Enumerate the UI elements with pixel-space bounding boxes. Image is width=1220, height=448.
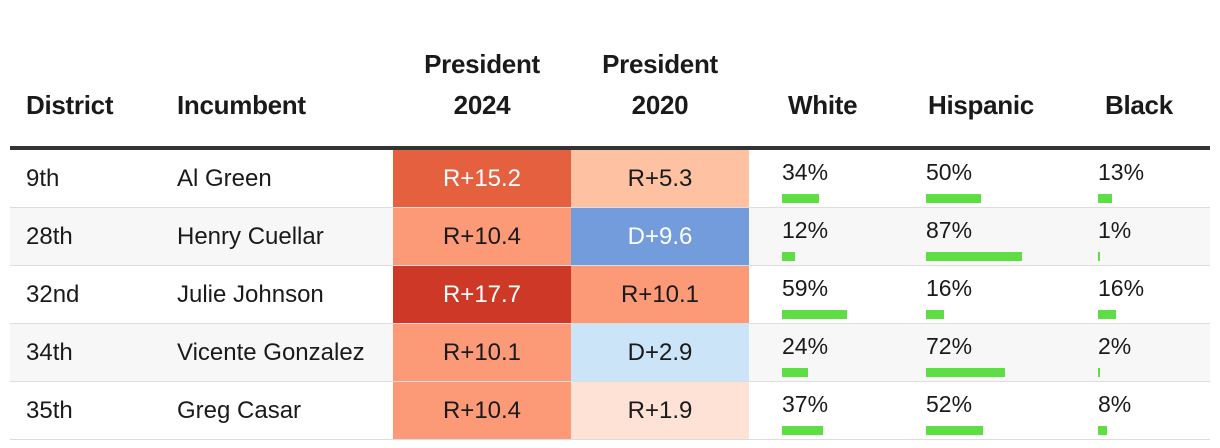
district-cell: 9th <box>26 165 60 192</box>
white-percent: 34% <box>782 159 829 185</box>
incumbent-cell: Greg Casar <box>177 397 302 424</box>
district-cell: 28th <box>26 223 73 250</box>
hispanic-percent: 72% <box>926 333 973 359</box>
president-2024-cell: R+17.7 <box>393 266 571 323</box>
header-incumbent: Incumbent <box>177 90 306 120</box>
table-row: 32nd Julie Johnson R+17.7 R+10.1 59% 16%… <box>10 266 1210 324</box>
header-president-2020-line2: 2020 <box>631 90 689 120</box>
table-body: 9th Al Green R+15.2 R+5.3 34% 50% 13% 28… <box>10 150 1210 440</box>
table-row: 35th Greg Casar R+10.4 R+1.9 37% 52% 8% <box>10 382 1210 440</box>
district-table: District Incumbent President 2024 Presid… <box>10 0 1210 440</box>
header-president-2024: President 2024 <box>393 44 571 126</box>
white-percent: 37% <box>782 391 829 417</box>
president-2020-cell: R+5.3 <box>571 150 749 207</box>
president-2020-cell: D+9.6 <box>571 208 749 265</box>
header-hispanic: Hispanic <box>928 90 1034 120</box>
white-percent: 12% <box>782 217 829 243</box>
white-percent: 59% <box>782 275 829 301</box>
black-percent: 13% <box>1098 159 1145 185</box>
header-white: White <box>788 90 858 120</box>
black-bar <box>1098 426 1107 435</box>
header-president-2024-line2: 2024 <box>453 90 511 120</box>
president-2024-cell: R+10.1 <box>393 324 571 381</box>
hispanic-bar <box>926 368 1005 377</box>
hispanic-percent: 87% <box>926 217 973 243</box>
header-district: District <box>26 90 114 120</box>
black-bar <box>1098 252 1100 261</box>
black-percent: 8% <box>1098 391 1132 417</box>
table-row: 9th Al Green R+15.2 R+5.3 34% 50% 13% <box>10 150 1210 208</box>
header-president-2024-line1: President <box>424 49 540 79</box>
district-cell: 34th <box>26 339 73 366</box>
incumbent-cell: Henry Cuellar <box>177 223 324 250</box>
president-2020-cell: R+10.1 <box>571 266 749 323</box>
header-president-2020-line1: President <box>602 49 718 79</box>
header-black: Black <box>1105 90 1173 120</box>
white-bar <box>782 194 819 203</box>
white-percent: 24% <box>782 333 829 359</box>
president-2020-cell: D+2.9 <box>571 324 749 381</box>
table-header: District Incumbent President 2024 Presid… <box>10 0 1210 150</box>
table-row: 34th Vicente Gonzalez R+10.1 D+2.9 24% 7… <box>10 324 1210 382</box>
white-bar <box>782 252 795 261</box>
district-cell: 32nd <box>26 281 80 308</box>
hispanic-percent: 16% <box>926 275 973 301</box>
president-2024-cell: R+15.2 <box>393 150 571 207</box>
hispanic-bar <box>926 194 981 203</box>
header-president-2020: President 2020 <box>571 44 749 126</box>
white-bar <box>782 426 823 435</box>
black-percent: 1% <box>1098 217 1132 243</box>
hispanic-bar <box>926 310 944 319</box>
black-bar <box>1098 310 1116 319</box>
black-bar <box>1098 194 1112 203</box>
hispanic-bar <box>926 252 1022 261</box>
president-2024-cell: R+10.4 <box>393 382 571 439</box>
table-row: 28th Henry Cuellar R+10.4 D+9.6 12% 87% … <box>10 208 1210 266</box>
district-cell: 35th <box>26 397 73 424</box>
hispanic-percent: 52% <box>926 391 973 417</box>
black-percent: 16% <box>1098 275 1145 301</box>
incumbent-cell: Julie Johnson <box>177 281 324 308</box>
president-2024-cell: R+10.4 <box>393 208 571 265</box>
incumbent-cell: Vicente Gonzalez <box>177 339 365 366</box>
white-bar <box>782 368 808 377</box>
president-2020-cell: R+1.9 <box>571 382 749 439</box>
hispanic-percent: 50% <box>926 159 973 185</box>
black-bar <box>1098 368 1100 377</box>
incumbent-cell: Al Green <box>177 165 272 192</box>
hispanic-bar <box>926 426 983 435</box>
white-bar <box>782 310 847 319</box>
black-percent: 2% <box>1098 333 1132 359</box>
